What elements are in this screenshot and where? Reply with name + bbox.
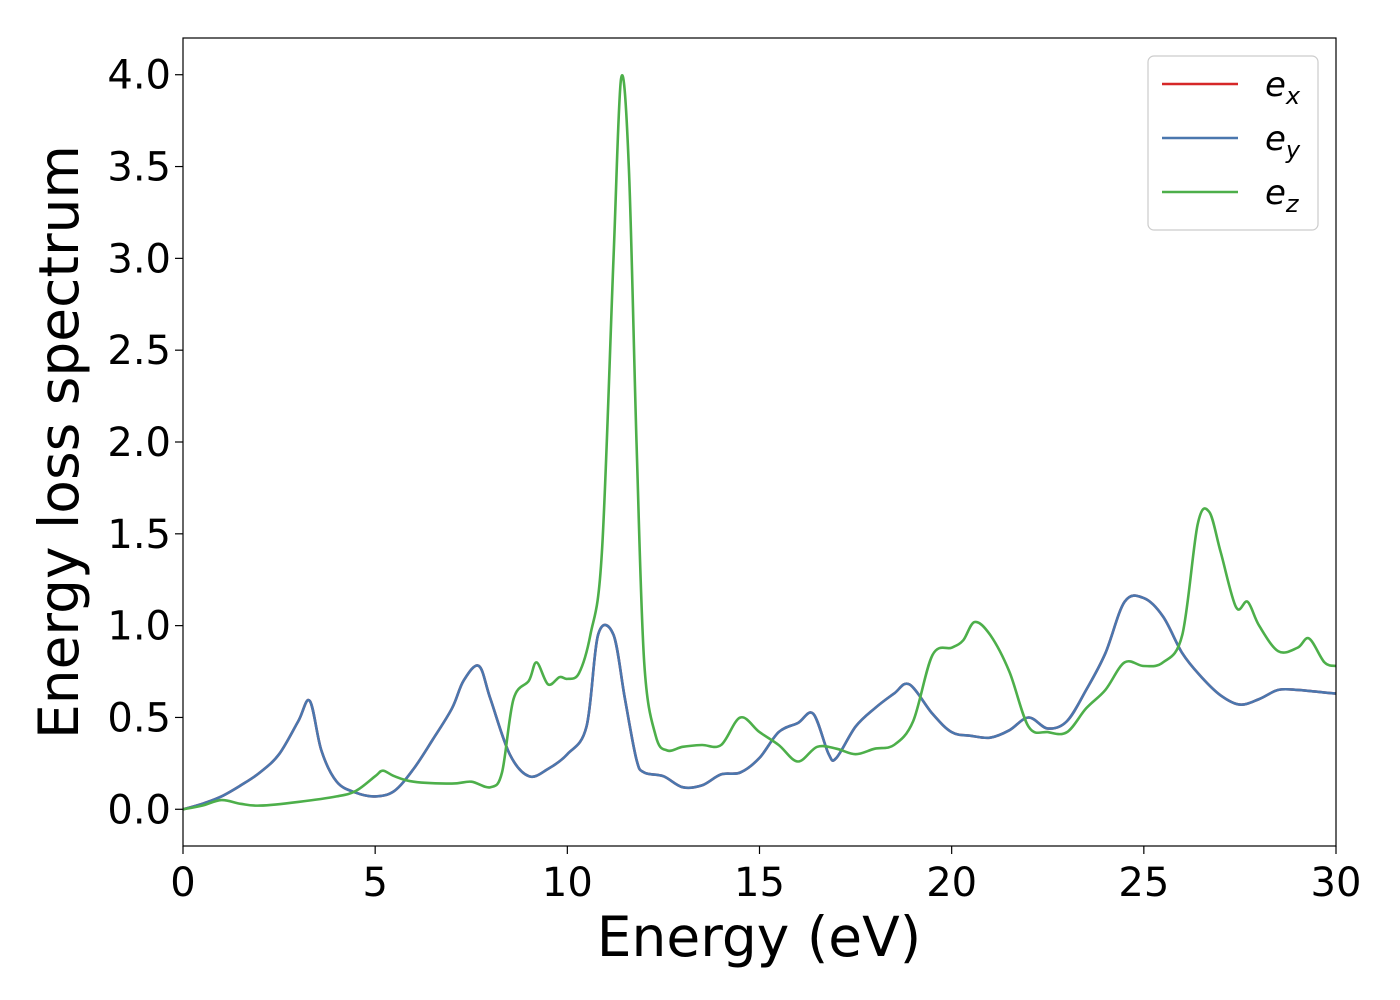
legend-label-base: e <box>1265 65 1286 105</box>
legend-label-x: ex <box>1265 65 1301 110</box>
x-tick-label: 30 <box>1311 860 1362 906</box>
x-axis-ticks: 0 5 10 15 20 25 30 <box>170 846 1361 906</box>
legend-label-subscript: z <box>1285 190 1300 218</box>
y-tick-label: 4.0 <box>107 53 171 99</box>
plot-area <box>183 38 1336 846</box>
x-tick-label: 0 <box>170 860 195 906</box>
series-line-y <box>182 594 1337 811</box>
y-tick-label: 1.5 <box>107 512 171 558</box>
y-tick-label: 0.5 <box>107 695 171 741</box>
series-line-z <box>182 74 1337 811</box>
legend-box <box>1147 55 1319 231</box>
legend-label-base: e <box>1265 119 1286 159</box>
y-axis-ticks: 0.0 0.5 1.0 1.5 2.0 2.5 3.0 3.5 4.0 <box>107 53 183 833</box>
y-tick-label: 3.0 <box>107 236 171 282</box>
x-tick-label: 15 <box>734 860 785 906</box>
y-tick-label: 1.0 <box>107 604 171 650</box>
legend-label-z: ez <box>1265 173 1300 218</box>
y-axis-title: Energy loss spectrum <box>27 145 91 739</box>
x-tick-label: 20 <box>926 860 977 906</box>
y-tick-label: 3.5 <box>107 145 171 191</box>
y-tick-label: 2.0 <box>107 420 171 466</box>
legend-label-base: e <box>1265 173 1286 213</box>
y-tick-label: 2.5 <box>107 328 171 374</box>
y-tick-label: 0.0 <box>107 787 171 833</box>
x-tick-label: 5 <box>362 860 387 906</box>
x-tick-label: 25 <box>1118 860 1169 906</box>
x-axis-title: Energy (eV) <box>597 905 921 969</box>
series-layer <box>182 74 1337 811</box>
legend-label-y: ey <box>1265 119 1301 164</box>
x-tick-label: 10 <box>542 860 593 906</box>
legend-label-subscript: x <box>1285 82 1301 110</box>
legend-label-subscript: y <box>1285 136 1301 164</box>
